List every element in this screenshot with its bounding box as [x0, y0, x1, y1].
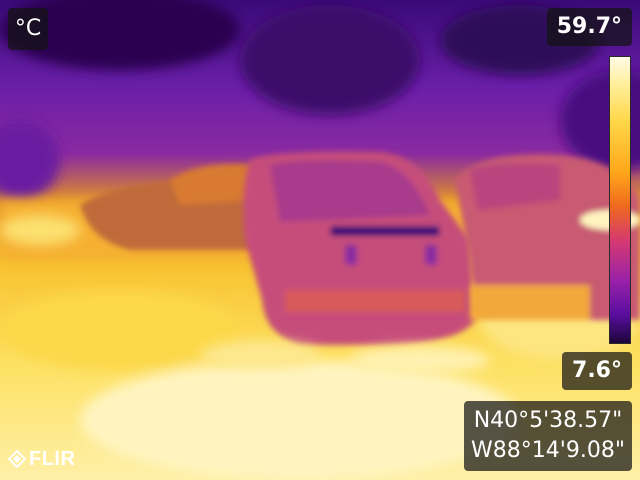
- flir-logo: FLIR: [8, 447, 75, 471]
- temperature-color-scale: [609, 56, 631, 344]
- max-temperature-label: 59.7°: [546, 8, 632, 46]
- temperature-unit-label: °C: [8, 8, 48, 50]
- gps-coordinates: N40°5'38.57" W88°14'9.08": [464, 401, 632, 471]
- gps-latitude: N40°5'38.57": [473, 408, 623, 433]
- flir-logo-text: FLIR: [29, 448, 76, 470]
- gps-longitude: W88°14'9.08": [471, 438, 625, 463]
- flir-diamond-icon: [8, 450, 26, 468]
- min-temperature-label: 7.6°: [562, 352, 632, 390]
